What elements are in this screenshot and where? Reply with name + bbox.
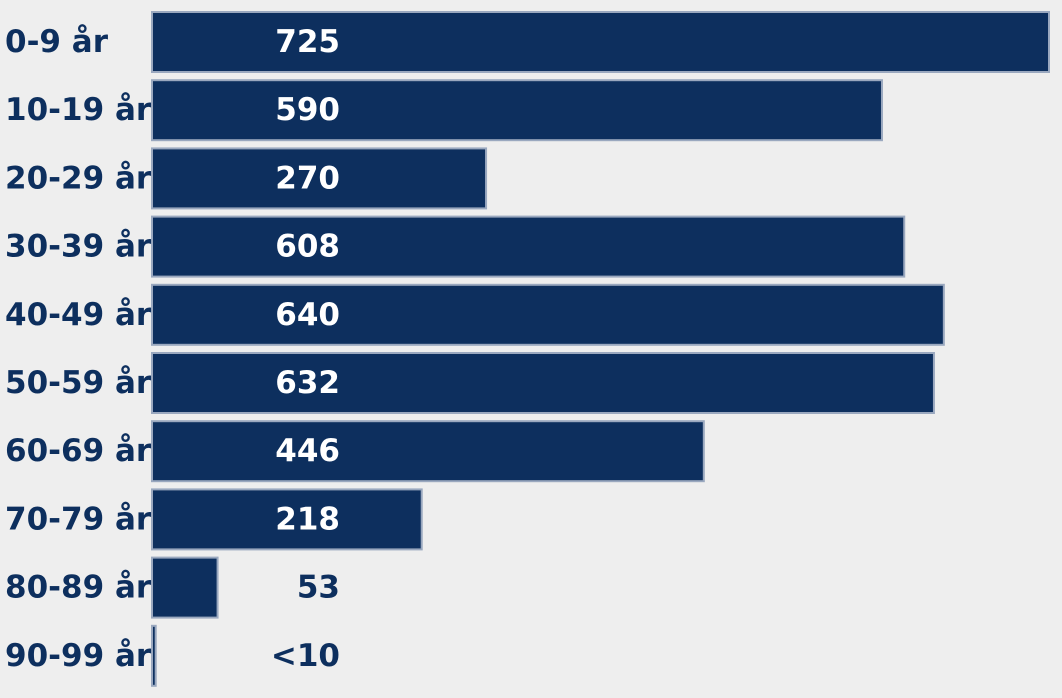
bar-9 [151, 624, 157, 687]
category-label: 80-89 år [5, 570, 152, 606]
bar-5 [151, 352, 935, 414]
bar-6 [151, 420, 705, 483]
value-label: <10 [271, 638, 340, 674]
bar-7 [151, 488, 423, 551]
bar-4 [151, 283, 945, 346]
bar-3 [151, 215, 906, 278]
category-label: 90-99 år [5, 638, 152, 674]
value-label: 640 [275, 297, 340, 333]
bar-2 [151, 147, 488, 210]
category-label: 40-49 år [5, 297, 152, 333]
category-label: 0-9 år [5, 24, 109, 60]
value-label: 218 [275, 501, 340, 537]
category-label: 70-79 år [5, 501, 152, 537]
bar-0 [151, 11, 1050, 73]
value-label: 270 [275, 160, 340, 196]
value-label: 725 [275, 24, 340, 60]
value-label: 608 [275, 229, 340, 265]
value-label: 632 [275, 365, 340, 401]
value-label: 53 [297, 570, 340, 606]
value-label: 446 [275, 433, 340, 469]
category-label: 60-69 år [5, 433, 152, 469]
bar-8 [151, 556, 219, 619]
value-label: 590 [275, 92, 340, 128]
category-label: 10-19 år [5, 92, 152, 128]
category-label: 50-59 år [5, 365, 152, 401]
bar-1 [151, 79, 883, 142]
category-label: 30-39 år [5, 229, 152, 265]
category-label: 20-29 år [5, 160, 152, 196]
